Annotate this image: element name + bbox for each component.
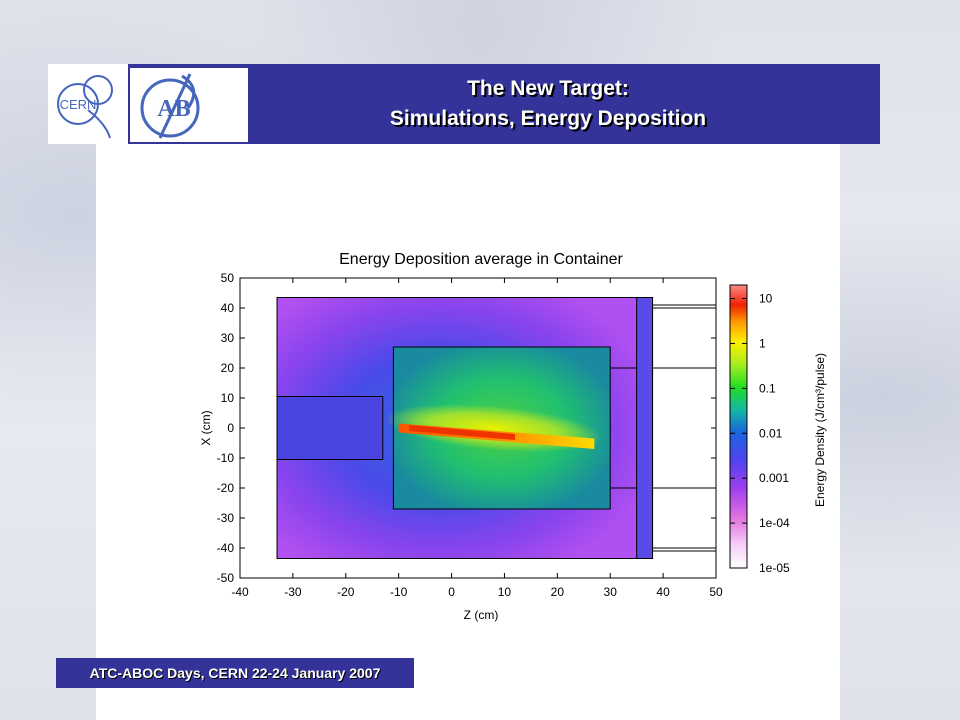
colorbar-tick-label: 0.001 (759, 471, 789, 485)
y-tick-label: -40 (217, 541, 235, 555)
colorbar-tick-label: 1e-04 (759, 516, 790, 530)
page-title: The New Target: Simulations, Energy Depo… (258, 74, 838, 134)
y-axis-ticks: 50 40 30 20 10 0 -10 -20 -30 -40 -50 (217, 271, 716, 585)
x-tick-label: 40 (656, 585, 670, 599)
colorbar-tick-label: 0.1 (759, 381, 776, 395)
heat-inlet-region (277, 396, 383, 460)
footer-banner: ATC-ABOC Days, CERN 22-24 January 2007 (56, 658, 414, 688)
colorbar (729, 284, 748, 569)
slide-header: CERN AB The New Target: Simulations, Ene… (48, 64, 880, 144)
ab-logo: AB (130, 68, 248, 142)
title-line-1: The New Target: (467, 77, 629, 100)
outline-box (652, 304, 717, 552)
colorbar-tick-label: 1 (759, 336, 766, 350)
y-tick-label: 50 (221, 271, 235, 285)
colorbar-tick-label: 10 (759, 292, 773, 306)
x-axis-label: Z (cm) (464, 608, 499, 622)
y-tick-label: -50 (217, 571, 235, 585)
x-tick-label: -20 (337, 585, 355, 599)
heat-end-cap-region (636, 297, 653, 559)
ab-logo-text: AB (157, 96, 190, 122)
y-tick-label: 20 (221, 361, 235, 375)
heatmap-area (277, 297, 653, 559)
energy-deposition-chart: Energy Deposition average in Container -… (199, 251, 827, 622)
y-tick-label: 0 (227, 421, 234, 435)
y-tick-label: -10 (217, 451, 235, 465)
colorbar-tick-label: 1e-05 (759, 561, 790, 575)
x-tick-label: 20 (551, 585, 565, 599)
x-tick-label: 0 (448, 585, 455, 599)
y-tick-label: 40 (221, 301, 235, 315)
x-axis-ticks: -40 -30 -20 -10 0 10 20 30 40 50 (231, 278, 723, 599)
y-tick-label: 30 (221, 331, 235, 345)
cern-logo-text: CERN (60, 97, 97, 112)
x-tick-label: 10 (498, 585, 512, 599)
y-tick-label: 10 (221, 391, 235, 405)
colorbar-tick-label: 0.01 (759, 426, 783, 440)
x-tick-label: 50 (709, 585, 723, 599)
slide-content-panel: Energy Deposition average in Container -… (96, 144, 840, 720)
outline-box (276, 396, 384, 460)
outline-box (392, 346, 611, 510)
x-tick-label: 30 (604, 585, 618, 599)
x-tick-label: -30 (284, 585, 302, 599)
y-tick-label: -20 (217, 481, 235, 495)
x-tick-label: -40 (231, 585, 249, 599)
title-line-2: Simulations, Energy Deposition (389, 107, 707, 130)
colorbar-ticks: 10 1 0.1 0.01 0.001 1e-04 1e-05 (730, 292, 790, 575)
heat-beam-peak (409, 425, 516, 440)
y-tick-label: -30 (217, 511, 235, 525)
chart-title: Energy Deposition average in Container (339, 251, 623, 268)
cern-logo: CERN (48, 64, 128, 144)
x-tick-label: -10 (390, 585, 408, 599)
y-axis-label: X (cm) (199, 410, 213, 445)
colorbar-label: Energy Density (J/cm³/pulse) (813, 353, 827, 507)
geometry-outlines (276, 297, 717, 559)
